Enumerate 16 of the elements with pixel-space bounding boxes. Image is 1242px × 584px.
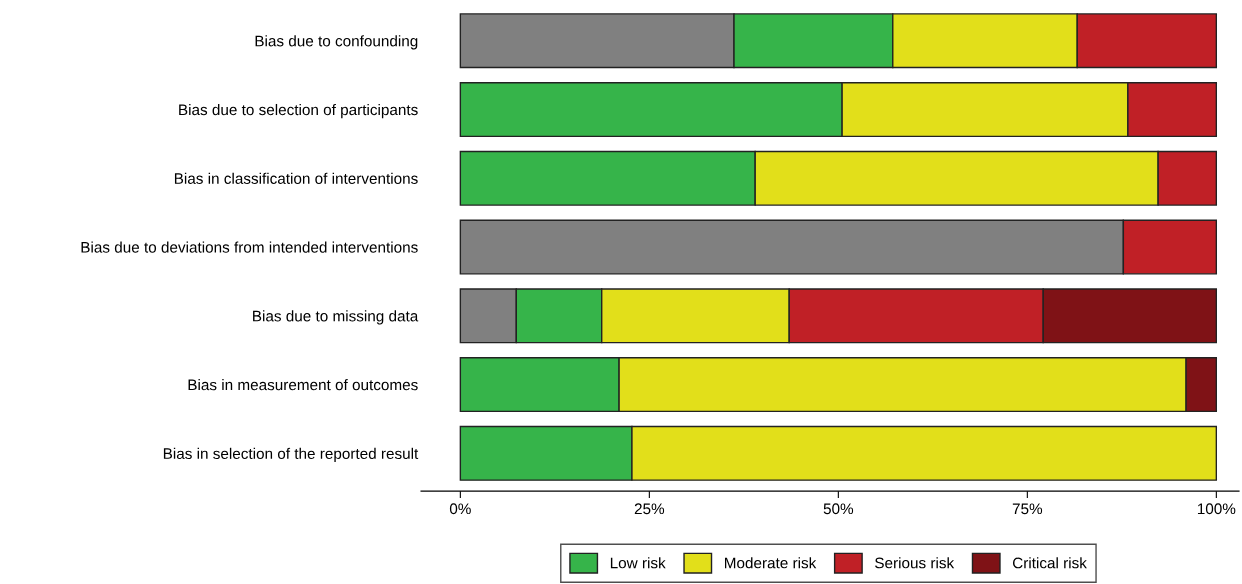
x-tick-label: 50% — [823, 503, 854, 515]
y-tick-label: Bias in classification of interventions — [174, 172, 418, 184]
y-tick-label: Bias in measurement of outcomes — [188, 379, 418, 391]
x-tick-label: 0% — [449, 503, 471, 515]
legend-label: Critical risk — [1012, 557, 1087, 569]
y-tick-label: Bias due to confounding — [255, 35, 418, 50]
y-tick-label: Bias due to missing data — [253, 310, 419, 325]
x-tick-label: 25% — [634, 503, 665, 515]
legend-label: Moderate risk — [725, 557, 817, 569]
y-tick-label: Bias due to selection of participants — [179, 103, 418, 119]
y-tick-label: Bias in selection of the reported result — [163, 447, 419, 463]
y-tick-label: Bias due to deviations from intended interventions — [81, 241, 418, 253]
legend-label: Serious risk — [875, 557, 955, 569]
legend-label: Low risk — [610, 557, 666, 569]
x-tick-label: 75% — [1012, 503, 1043, 515]
x-tick-label: 100% — [1197, 503, 1236, 515]
